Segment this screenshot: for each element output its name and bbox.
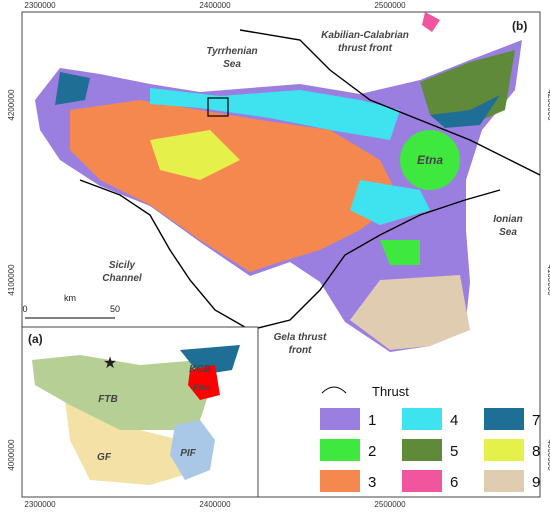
legend-title: Thrust: [372, 384, 409, 399]
thrust-line: [79, 179, 501, 331]
place-label: Sicily: [109, 260, 136, 271]
legend-label: 2: [368, 443, 376, 460]
panel-label: (a): [28, 332, 43, 346]
place-label: Gela thrust: [274, 332, 327, 343]
legend-label: 5: [450, 443, 458, 460]
geology: [35, 12, 522, 352]
inset: ★: [21, 326, 259, 498]
y-coord: 4100000: [546, 264, 550, 296]
y-coord: 4200000: [7, 89, 16, 121]
scale-label: km: [64, 293, 76, 303]
y-coord: 4200000: [546, 89, 550, 121]
thrust-line: [239, 29, 541, 176]
svg-text:★: ★: [103, 355, 117, 372]
legend-swatch: [402, 408, 442, 430]
x-coord: 2500000: [374, 500, 406, 509]
legend-swatch: [320, 408, 360, 430]
place-label: thrust front: [338, 43, 393, 54]
thrust-symbol: [321, 386, 347, 394]
place-label: Tyrrhenian: [206, 46, 257, 57]
inset-label: Etna: [193, 383, 211, 392]
scale-label: 50: [110, 304, 120, 314]
place-label: Channel: [102, 273, 142, 284]
place-label: Etna: [417, 153, 443, 167]
panel-label: (b): [512, 19, 527, 33]
place-label: front: [289, 345, 312, 356]
legend-swatch: [320, 470, 360, 492]
legend-label: 3: [368, 474, 376, 491]
legend: 1 2 3 4 5 6 7 8 9: [320, 408, 540, 492]
x-coord: 2400000: [199, 1, 231, 10]
legend-label: 7: [532, 412, 540, 429]
legend-swatch: [320, 439, 360, 461]
inset-label: FTB: [98, 394, 117, 405]
legend-swatch: [484, 439, 524, 461]
place-label: Sea: [223, 59, 241, 70]
legend-swatch: [402, 470, 442, 492]
x-coord: 2300000: [24, 1, 56, 10]
legend-swatch: [484, 470, 524, 492]
place-label: Ionian: [493, 214, 522, 225]
inset-label: KCB: [189, 364, 211, 375]
place-label: Kabilian-Calabrian: [321, 30, 409, 41]
inset-label: GF: [97, 452, 112, 463]
legend-label: 8: [532, 443, 540, 460]
x-coord: 2500000: [374, 1, 406, 10]
x-coord: 2300000: [24, 500, 56, 509]
legend-swatch: [402, 439, 442, 461]
legend-label: 4: [450, 412, 458, 429]
inset-label: PIF: [180, 448, 196, 459]
y-coord: 4100000: [7, 264, 16, 296]
place-label: Sea: [499, 227, 517, 238]
y-coord: 4000000: [546, 439, 550, 471]
x-coord: 2400000: [199, 500, 231, 509]
legend-label: 1: [368, 412, 376, 429]
scale-label: 0: [22, 304, 27, 314]
y-coord: 4000000: [7, 439, 16, 471]
legend-label: 9: [532, 474, 540, 491]
legend-swatch: [484, 408, 524, 430]
legend-label: 6: [450, 474, 458, 491]
